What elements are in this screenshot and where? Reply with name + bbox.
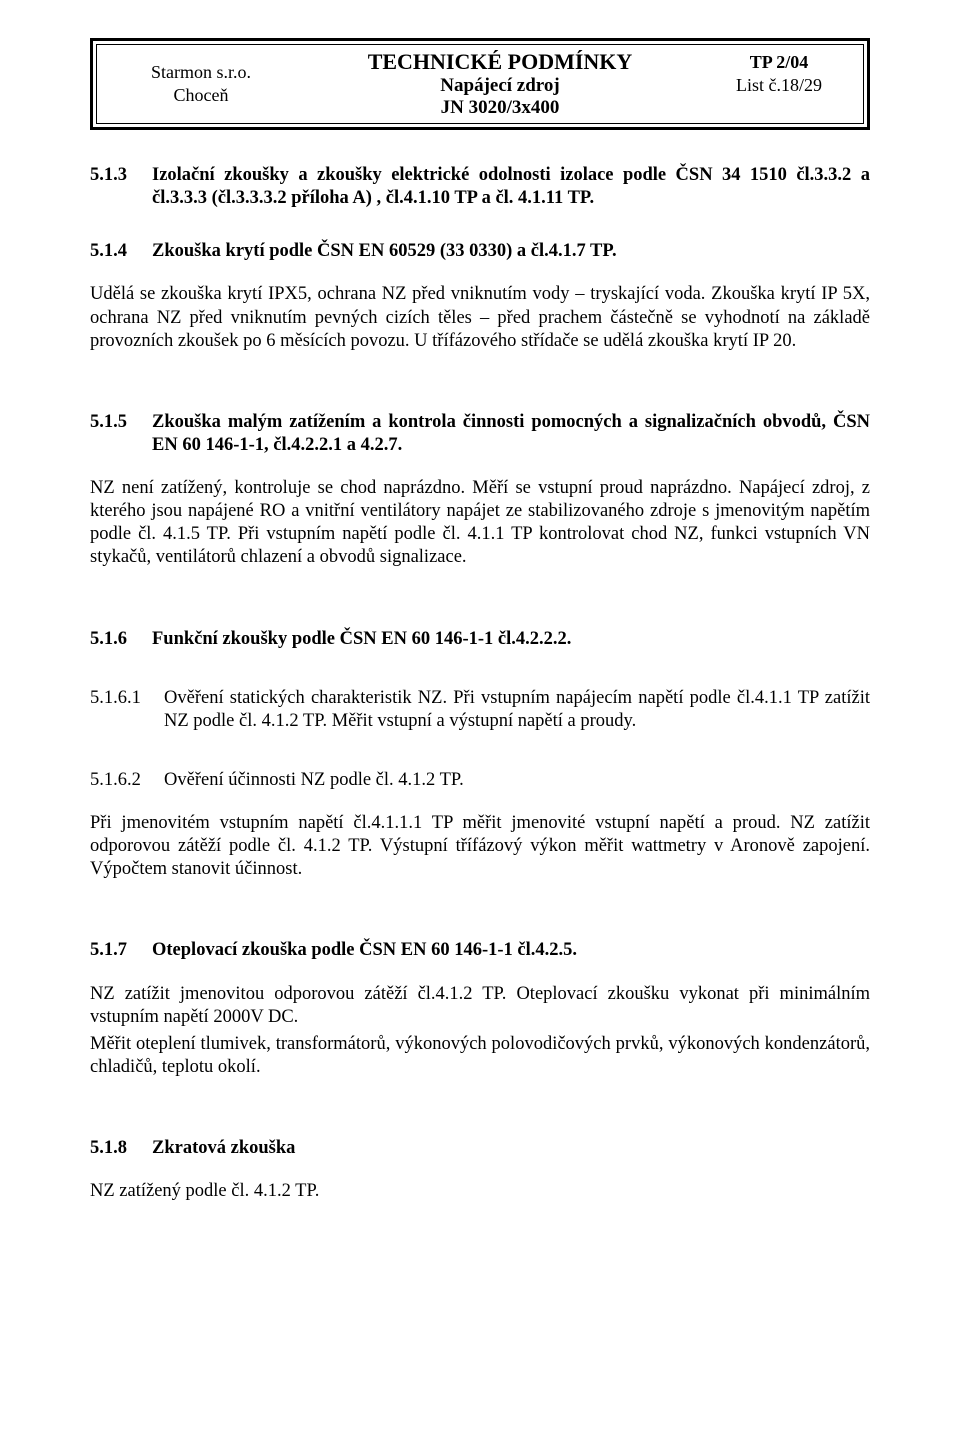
header-frame-outer: Starmon s.r.o. Choceň TECHNICKÉ PODMÍNKY… (90, 38, 870, 130)
subsection-number: 5.1.6.2 (90, 769, 164, 792)
header-meta: TP 2/04 List č.18/29 (695, 45, 863, 123)
heading-number: 5.1.7 (90, 939, 152, 962)
heading-number: 5.1.8 (90, 1137, 152, 1160)
heading-5-1-4: 5.1.4 Zkouška krytí podle ČSN EN 60529 (… (90, 240, 870, 263)
subsection-text: Ověření účinnosti NZ podle čl. 4.1.2 TP. (164, 769, 870, 792)
section-5-1-7: 5.1.7 Oteplovací zkouška podle ČSN EN 60… (90, 939, 870, 1079)
spacer (90, 269, 870, 283)
spacer (90, 907, 870, 929)
heading-5-1-8: 5.1.8 Zkratová zkouška (90, 1137, 870, 1160)
header-title: TECHNICKÉ PODMÍNKY Napájecí zdroj JN 302… (305, 45, 695, 123)
spacer (90, 798, 870, 812)
subsection-number: 5.1.6.1 (90, 687, 164, 733)
section-5-1-5: 5.1.5 Zkouška malým zatížením a kontrola… (90, 411, 870, 570)
heading-5-1-7: 5.1.7 Oteplovací zkouška podle ČSN EN 60… (90, 939, 870, 962)
subsection-5-1-6-2: 5.1.6.2 Ověření účinnosti NZ podle čl. 4… (90, 769, 870, 792)
subsection-text: Ověření statických charakteristik NZ. Př… (164, 687, 870, 733)
doc-code: TP 2/04 (750, 51, 809, 74)
heading-text: Zkouška malým zatížením a kontrola činno… (152, 411, 870, 457)
header-frame-inner: Starmon s.r.o. Choceň TECHNICKÉ PODMÍNKY… (96, 44, 864, 124)
doc-title-line-2: Napájecí zdroj (309, 75, 691, 97)
spacer (90, 1105, 870, 1127)
subsection-5-1-6-1: 5.1.6.1 Ověření statických charakteristi… (90, 687, 870, 733)
company-line-2: Choceň (174, 84, 229, 107)
spacer (90, 596, 870, 618)
section-5-1-4: 5.1.4 Zkouška krytí podle ČSN EN 60529 (… (90, 240, 870, 353)
spacer (90, 969, 870, 983)
page: Starmon s.r.o. Choceň TECHNICKÉ PODMÍNKY… (0, 0, 960, 1444)
spacer (90, 1166, 870, 1180)
section-5-1-3: 5.1.3 Izolační zkoušky a zkoušky elektri… (90, 164, 870, 210)
heading-5-1-6: 5.1.6 Funkční zkoušky podle ČSN EN 60 14… (90, 628, 870, 651)
company-line-1: Starmon s.r.o. (151, 61, 251, 84)
spacer (90, 463, 870, 477)
body: 5.1.3 Izolační zkoušky a zkoušky elektri… (90, 164, 870, 1203)
heading-text: Funkční zkoušky podle ČSN EN 60 146-1-1 … (152, 628, 870, 651)
heading-number: 5.1.4 (90, 240, 152, 263)
heading-number: 5.1.5 (90, 411, 152, 457)
heading-5-1-3: 5.1.3 Izolační zkoušky a zkoušky elektri… (90, 164, 870, 210)
heading-5-1-5: 5.1.5 Zkouška malým zatížením a kontrola… (90, 411, 870, 457)
section-5-1-8: 5.1.8 Zkratová zkouška NZ zatížený podle… (90, 1137, 870, 1203)
heading-text: Oteplovací zkouška podle ČSN EN 60 146-1… (152, 939, 870, 962)
section-5-1-6: 5.1.6 Funkční zkoušky podle ČSN EN 60 14… (90, 628, 870, 882)
spacer (90, 379, 870, 401)
doc-title-line-1: TECHNICKÉ PODMÍNKY (309, 49, 691, 75)
spacer (90, 657, 870, 687)
heading-text: Zkratová zkouška (152, 1137, 870, 1160)
heading-text: Izolační zkoušky a zkoušky elektrické od… (152, 164, 870, 210)
paragraph: Při jmenovitém vstupním napětí čl.4.1.1.… (90, 812, 870, 881)
paragraph: NZ zatížený podle čl. 4.1.2 TP. (90, 1180, 870, 1203)
spacer (90, 739, 870, 769)
heading-text: Zkouška krytí podle ČSN EN 60529 (33 033… (152, 240, 870, 263)
page-ref: List č.18/29 (736, 74, 822, 97)
paragraph: Udělá se zkouška krytí IPX5, ochrana NZ … (90, 283, 870, 352)
paragraph: NZ zatížit jmenovitou odporovou zátěží č… (90, 983, 870, 1029)
paragraph: Měřit oteplení tlumivek, transformátorů,… (90, 1033, 870, 1079)
heading-number: 5.1.3 (90, 164, 152, 210)
heading-number: 5.1.6 (90, 628, 152, 651)
doc-title-line-3: JN 3020/3x400 (309, 97, 691, 119)
paragraph: NZ není zatížený, kontroluje se chod nap… (90, 477, 870, 570)
header-company: Starmon s.r.o. Choceň (97, 45, 305, 123)
